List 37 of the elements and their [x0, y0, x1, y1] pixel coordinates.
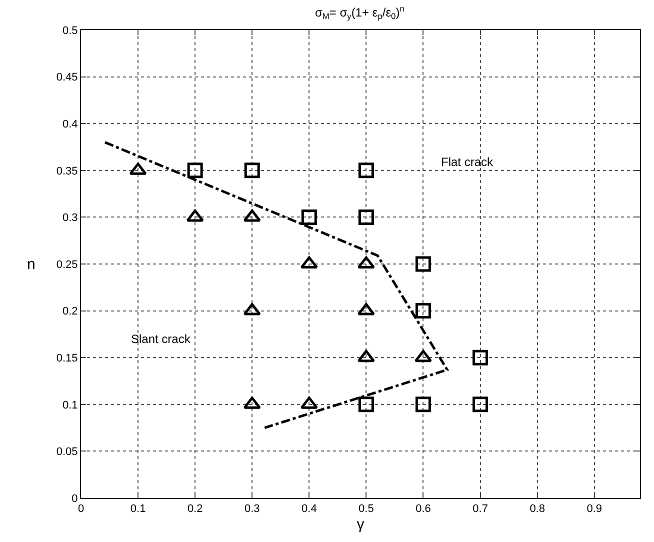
y-tick-label: 0	[72, 492, 78, 505]
x-tick-label: 0.2	[187, 503, 203, 516]
annotation: Flat crack	[441, 155, 494, 169]
x-tick-label: 0.3	[244, 503, 260, 516]
point	[472, 350, 488, 366]
y-tick-label: 0.45	[56, 72, 78, 84]
point	[186, 209, 204, 222]
point	[243, 209, 261, 222]
x-tick-label: 0.7	[472, 503, 488, 516]
point	[358, 209, 374, 225]
point	[357, 350, 375, 362]
point	[415, 303, 431, 319]
y-tick-label: 0.05	[56, 446, 78, 458]
y-axis-title: n	[27, 256, 36, 273]
x-tick-label: 0.5	[358, 503, 374, 516]
x-tick-label: 0.8	[530, 503, 545, 516]
x-tick-label: 0.6	[416, 503, 431, 516]
y-tick-label: 0.5	[62, 24, 78, 37]
y-tick-label: 0.35	[56, 165, 78, 178]
point	[244, 162, 260, 178]
y-tick-label: 0.25	[56, 258, 78, 271]
annotation: Slant crack	[131, 332, 192, 346]
point	[358, 162, 374, 178]
x-tick-label: 0.1	[130, 503, 146, 516]
point	[187, 162, 203, 178]
y-tick-label: 0.3	[62, 212, 78, 224]
x-axis-title: γ	[356, 516, 365, 534]
x-tick-label: 0.4	[302, 503, 317, 516]
y-tick-label: 0.4	[62, 118, 78, 130]
point	[414, 350, 432, 362]
x-tick-label: 0.9	[586, 503, 602, 516]
y-tick-label: 0.2	[62, 306, 78, 318]
point	[301, 209, 317, 225]
point	[415, 256, 431, 272]
chart-title: σ$_{M}$= σ$_{y}$(1+ ε$_{p}$/ε$_{0}$)$^{n}$	[314, 3, 404, 22]
y-tick-label: 0.15	[56, 352, 78, 364]
y-tick-label: 0.1	[62, 399, 78, 412]
